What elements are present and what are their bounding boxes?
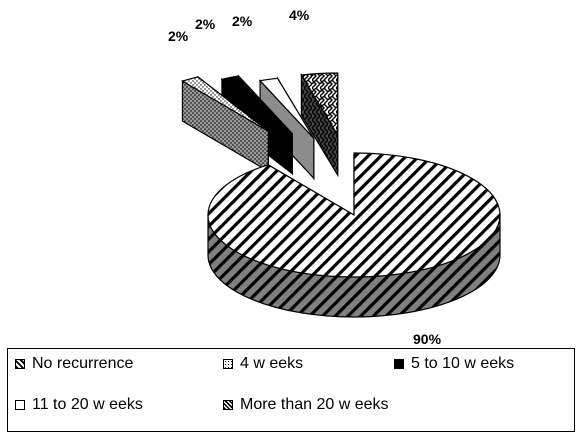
legend-label: 11 to 20 w eeks [32, 396, 143, 413]
slice-value-label: 2% [168, 28, 189, 44]
pie-slice-top [300, 72, 339, 138]
slice-value-label: 4% [289, 7, 310, 23]
legend-item-4-weeks: 4 w eeks [223, 355, 303, 373]
pie-slice-1 [180, 75, 269, 173]
legend-item-5-to-10-weeks: 5 to 10 w eeks [394, 355, 514, 373]
weave-swatch-icon [223, 400, 233, 410]
legend-label: More than 20 w eeks [240, 396, 389, 413]
white-swatch-icon [15, 400, 25, 410]
legend-item-more-than-20-weeks: More than 20 w eeks [223, 396, 389, 414]
solid-black-swatch-icon [394, 359, 404, 369]
slice-value-label: 2% [232, 13, 253, 29]
legend-label: 4 w eeks [240, 355, 304, 372]
pie-slice-top [180, 76, 269, 132]
legend-item-no-recurrence: No recurrence [15, 355, 133, 373]
pie-slice-0 [207, 152, 501, 318]
legend-item-11-to-20-weeks: 11 to 20 w eeks [15, 396, 143, 414]
slice-value-label: 2% [195, 16, 216, 32]
legend-label: No recurrence [32, 355, 134, 372]
slice-value-label: 90% [413, 331, 442, 347]
legend-label: 5 to 10 w eeks [411, 355, 515, 372]
legend: No recurrence 4 w eeks 5 to 10 w eeks 11… [7, 348, 575, 432]
pie-slice-top [207, 152, 501, 278]
pie-slice-3 [258, 76, 315, 181]
dotted-swatch-icon [223, 359, 233, 369]
pie-slice-4 [300, 72, 339, 178]
pie-slice-top [220, 75, 293, 135]
diagonal-stripes-swatch-icon [15, 359, 25, 369]
pie-slice-top [258, 77, 315, 139]
